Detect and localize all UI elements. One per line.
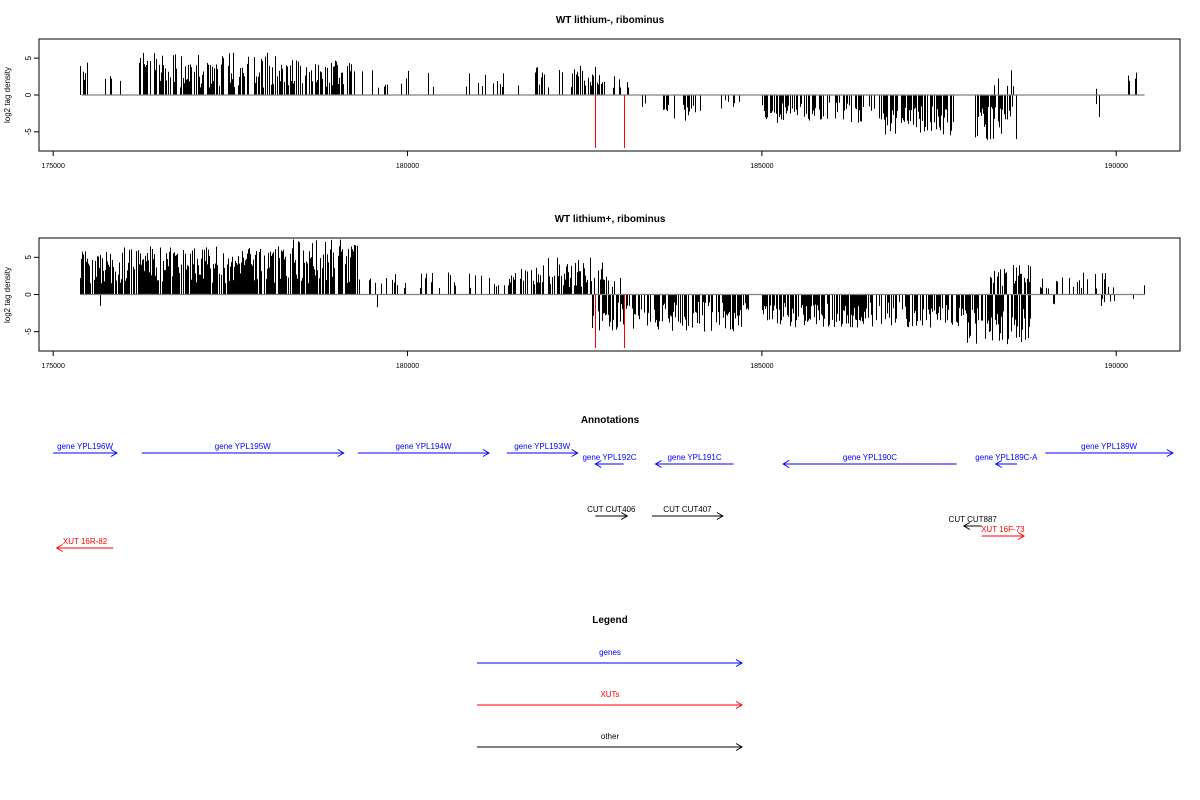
y-tick-label: -5	[24, 128, 33, 136]
annotation-gene-ypl196w: gene YPL196W	[53, 442, 118, 457]
legend-entry-genes: genes	[477, 648, 743, 667]
legend-title: Legend	[592, 615, 628, 626]
axes: 175000 180000 185000 190000 5 0 -5	[24, 55, 1128, 170]
y-tick-label: 0	[24, 92, 33, 97]
legend-label: XUTs	[600, 690, 619, 699]
annotation-gene-ypl189w: gene YPL189W	[1045, 442, 1174, 457]
annotation-label: gene YPL189C-A	[975, 453, 1038, 462]
annotations-panel: Annotations gene YPL196W gene YPL195W gene…	[53, 415, 1174, 552]
x-tick-label: 175000	[41, 363, 64, 370]
panel-lithium-minus: WT lithium-, ribominus log2 tag density …	[3, 15, 1181, 170]
annotation-cut-cut407: CUT CUT407	[652, 505, 724, 520]
annotation-cut-cut406: CUT CUT406	[587, 505, 636, 520]
annotation-arrow-head	[782, 460, 790, 468]
annotation-gene-ypl189c-a: gene YPL189C-A	[975, 453, 1038, 468]
x-tick-label: 190000	[1105, 163, 1128, 170]
panel-title: WT lithium-, ribominus	[556, 15, 665, 26]
annotation-label: CUT CUT406	[587, 505, 636, 514]
annotation-gene-ypl194w: gene YPL194W	[357, 442, 491, 457]
annotation-label: gene YPL189W	[1081, 442, 1137, 451]
panel-title: WT lithium+, ribominus	[555, 214, 666, 225]
annotation-xut-16f-73: XUT 16F-73	[981, 525, 1025, 540]
legend-label: other	[601, 732, 620, 741]
x-tick-label: 185000	[750, 363, 773, 370]
annotation-label: gene YPL194W	[396, 442, 452, 451]
annotation-arrow-head	[654, 460, 662, 468]
annotation-gene-ypl190c: gene YPL190C	[782, 453, 957, 468]
annotation-arrow-head	[55, 544, 63, 552]
annotation-gene-ypl193w: gene YPL193W	[506, 442, 579, 457]
annotation-label: gene YPL191C	[667, 453, 721, 462]
y-tick-label: 0	[24, 292, 33, 297]
annotation-label: gene YPL196W	[57, 442, 113, 451]
legend-arrow-head	[735, 743, 743, 751]
legend-entries: genes XUTs other	[477, 648, 743, 751]
plot-area	[80, 239, 1145, 349]
legend-arrow-head	[735, 659, 743, 667]
legend-entry-other: other	[477, 732, 743, 751]
annotation-xut-16r-82: XUT 16R-82	[55, 537, 114, 552]
annotation-label: gene YPL190C	[843, 453, 897, 462]
annotation-arrow-head	[994, 460, 1002, 468]
annotation-arrow-head	[1017, 532, 1026, 540]
legend-arrow-head	[735, 701, 743, 709]
y-tick-label: -5	[24, 328, 33, 336]
x-tick-label: 185000	[750, 163, 773, 170]
annotation-label: gene YPL192C	[582, 453, 636, 462]
y-axis-label: log2 tag density	[3, 67, 12, 123]
x-tick-label: 180000	[396, 163, 419, 170]
y-tick-label: 5	[24, 55, 33, 60]
annotation-arrow-head	[482, 449, 491, 457]
annotation-gene-ypl191c: gene YPL191C	[654, 453, 734, 468]
annotation-label: XUT 16F-73	[981, 525, 1025, 534]
annotation-arrow-head	[337, 449, 345, 457]
annotation-label: CUT CUT407	[663, 505, 712, 514]
annotation-label: gene YPL193W	[514, 442, 570, 451]
annotation-arrow-head	[716, 512, 724, 520]
annotation-arrow-head	[594, 460, 602, 468]
annotation-cut-cut887: CUT CUT887	[949, 515, 998, 530]
panel-lithium-plus: WT lithium+, ribominus log2 tag density …	[3, 214, 1181, 370]
annotation-arrow-head	[571, 449, 579, 457]
annotation-label: XUT 16R-82	[63, 537, 108, 546]
annotation-arrow-head	[620, 512, 629, 520]
annotation-label: CUT CUT887	[949, 515, 998, 524]
annotation-gene-ypl195w: gene YPL195W	[141, 442, 345, 457]
y-axis-label: log2 tag density	[3, 267, 12, 323]
annotation-tracks: gene YPL196W gene YPL195W gene YPL194W gene…	[53, 442, 1174, 552]
legend-entry-xuts: XUTs	[477, 690, 743, 709]
annotation-gene-ypl192c: gene YPL192C	[582, 453, 637, 468]
x-tick-label: 180000	[396, 363, 419, 370]
annotation-label: gene YPL195W	[215, 442, 271, 451]
annotations-title: Annotations	[581, 415, 640, 426]
legend: Legend genes XUTs other	[477, 615, 743, 751]
annotation-arrow-head	[110, 449, 118, 457]
plot-area	[80, 52, 1145, 149]
annotation-arrow-head	[1166, 449, 1174, 457]
annotation-arrow-head	[962, 522, 971, 530]
y-tick-label: 5	[24, 255, 33, 260]
x-tick-label: 175000	[41, 163, 64, 170]
axes: 175000 180000 185000 190000 5 0 -5	[24, 255, 1128, 370]
legend-label: genes	[599, 648, 621, 657]
x-tick-label: 190000	[1105, 363, 1128, 370]
